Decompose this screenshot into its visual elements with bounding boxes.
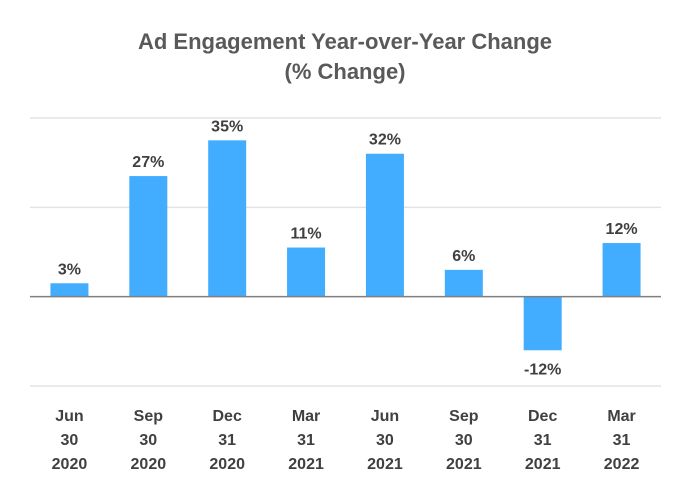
bar [287,247,326,297]
x-tick-label: 2021 [446,456,482,473]
x-tick-label: Sep [449,408,479,425]
data-label: 11% [290,226,321,243]
x-tick-label: 2021 [367,456,403,473]
x-tick-label: 2021 [288,456,324,473]
data-label: 27% [132,154,164,171]
data-label: 3% [58,261,81,278]
data-label: 6% [452,248,475,265]
data-label: 12% [606,221,638,238]
x-tick-label: 31 [297,432,315,449]
x-tick-label: 2022 [604,456,640,473]
bar [208,140,247,297]
chart-title: Ad Engagement Year-over-Year Change [138,29,552,54]
bar [523,296,562,351]
x-tick-label: 30 [376,432,394,449]
bar [129,176,168,297]
chart-subtitle: (% Change) [285,59,406,84]
x-tick-label: 2021 [525,456,561,473]
x-tick-label: 31 [218,432,236,449]
x-tick-label: 30 [455,432,473,449]
bar [365,153,404,297]
x-tick-label: 30 [139,432,157,449]
x-tick-label: 31 [613,432,631,449]
x-tick-label: Dec [528,408,557,425]
x-tick-label: 30 [61,432,79,449]
x-tick-label: 2020 [52,456,88,473]
data-label: 32% [369,132,401,149]
bar [50,283,89,297]
x-tick-label: Mar [292,408,320,425]
x-tick-label: Jun [55,408,83,425]
data-label: 35% [211,118,243,135]
x-tick-labels: Jun 30 2020 Sep 30 2020 Dec 31 2020 Mar 31 2021 Jun 3… [52,408,640,473]
x-tick-label: 2020 [131,456,167,473]
bar [444,269,483,297]
data-labels: 3% 27% 35% 11% 32% 6% -12% 12% [58,118,638,378]
x-tick-label: Mar [607,408,635,425]
bar [602,243,641,297]
x-tick-label: Dec [213,408,242,425]
x-tick-label: Jun [371,408,399,425]
x-tick-label: Sep [134,408,164,425]
x-tick-label: 2020 [209,456,245,473]
gridlines [30,117,661,387]
x-tick-label: 31 [534,432,552,449]
data-label: -12% [524,361,561,378]
bars [50,140,641,351]
